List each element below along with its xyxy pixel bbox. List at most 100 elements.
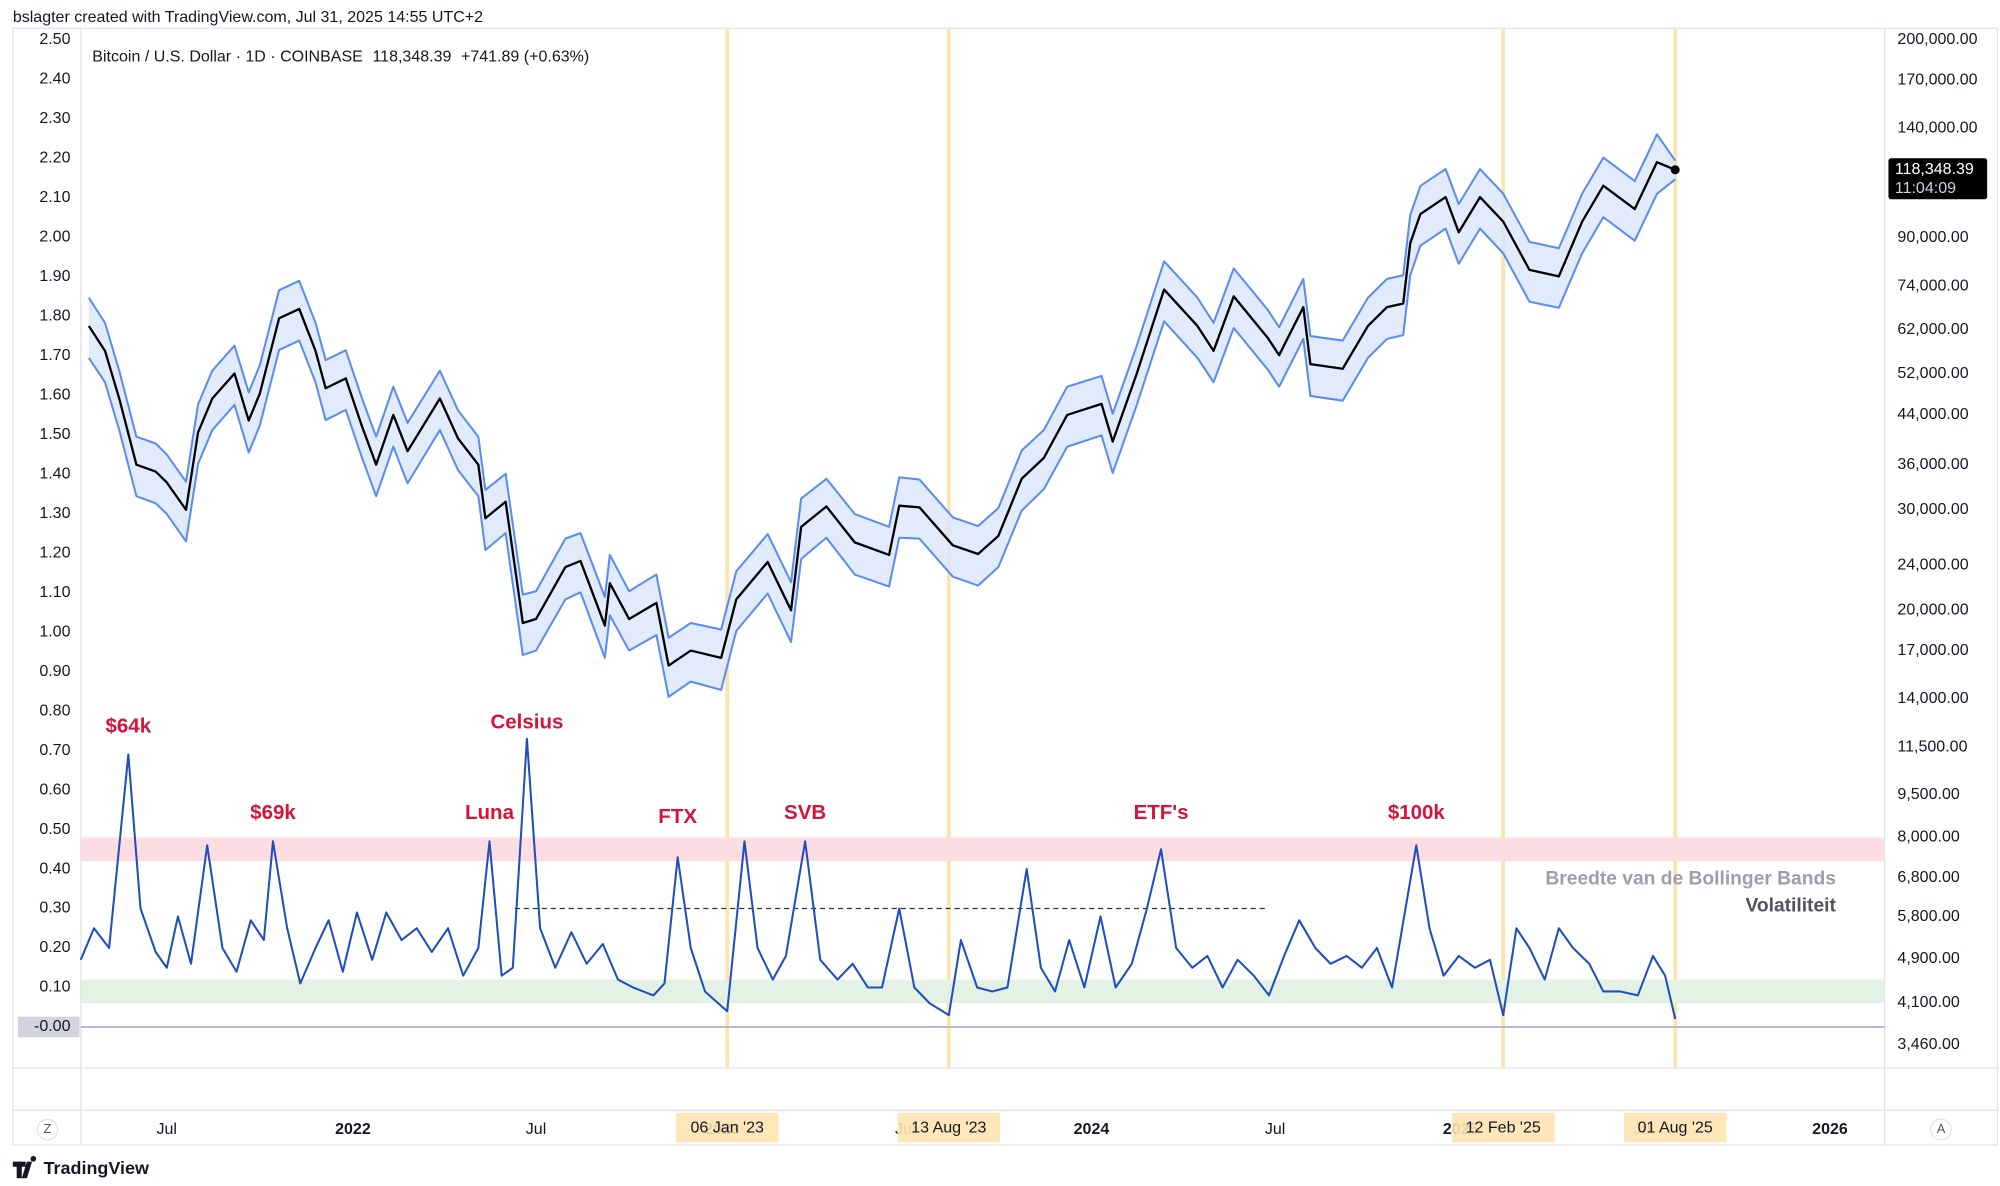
y-tick-label: 1.40 xyxy=(39,464,70,482)
highlight-label-bg xyxy=(675,1112,779,1143)
y-tick-label: 1.30 xyxy=(39,504,70,522)
credit: bslagter created with TradingView.com, J… xyxy=(13,8,483,26)
highlight-line xyxy=(725,28,730,1068)
y-tick-label: 44,000.00 xyxy=(1897,405,1968,423)
annotation: FTX xyxy=(658,805,697,828)
y-tick-label: 2.50 xyxy=(39,30,70,48)
y-tick-label: 4,100.00 xyxy=(1897,993,1959,1011)
y-tick-label: 9,500.00 xyxy=(1897,785,1959,803)
band-upper xyxy=(87,133,1677,639)
highlight-label-bg xyxy=(1623,1112,1727,1143)
highlight-label: 06 Jan '23 xyxy=(691,1118,765,1136)
y-tick-label: 6,800.00 xyxy=(1897,868,1959,886)
y-tick-label: 17,000.00 xyxy=(1897,641,1968,659)
x-tick-label: Jul xyxy=(157,1120,177,1138)
zone xyxy=(80,837,1885,862)
brand: TradingView xyxy=(44,1158,149,1178)
highlight-label-bg xyxy=(1451,1112,1555,1143)
annotation: Celsius xyxy=(490,710,563,733)
symbol-title: Bitcoin / U.S. Dollar · 1D · COINBASE xyxy=(92,48,363,66)
highlight-label: 01 Aug '25 xyxy=(1638,1118,1713,1136)
y-tick-label: 1.00 xyxy=(39,622,70,640)
zero-label-bg xyxy=(17,1016,80,1038)
y-tick-label: 2.20 xyxy=(39,148,70,166)
x-tick-label: 2024 xyxy=(1074,1120,1110,1138)
y-tick-label: 2.30 xyxy=(39,109,70,127)
y-tick-label: 8,000.00 xyxy=(1897,828,1959,846)
annotation: Luna xyxy=(465,801,515,824)
last-price: 118,348.39 xyxy=(372,48,451,66)
y-tick-label: -0.00 xyxy=(34,1017,71,1035)
y-tick-label: 5,800.00 xyxy=(1897,907,1959,925)
y-tick-label: 1.70 xyxy=(39,346,70,364)
y-tick-label: 3,460.00 xyxy=(1897,1035,1959,1053)
y-tick-label: 2.00 xyxy=(39,227,70,245)
y-tick-label: 0.80 xyxy=(39,701,70,719)
y-tick-label: 0.40 xyxy=(39,859,70,877)
zone xyxy=(80,979,1885,1004)
axis-button-label[interactable]: Z xyxy=(44,1121,52,1136)
y-tick-label: 90,000.00 xyxy=(1897,228,1968,246)
data-layer xyxy=(79,133,1680,1020)
y-tick-label: 4,900.00 xyxy=(1897,949,1959,967)
price-badge-label: 118,348.39 xyxy=(1895,160,1974,178)
y-tick-label: 200,000.00 xyxy=(1897,30,1977,48)
frame xyxy=(12,27,1999,1146)
highlight-label: 12 Feb '25 xyxy=(1466,1118,1541,1136)
background-layer xyxy=(12,27,1999,1146)
y-tick-label: 1.50 xyxy=(39,425,70,443)
y-tick-label: 2.40 xyxy=(39,70,70,88)
brand-logo: TradingView xyxy=(12,1155,149,1179)
y-tick-label: 30,000.00 xyxy=(1897,500,1968,518)
axis-button[interactable] xyxy=(36,1118,59,1141)
legend: Bitcoin / U.S. Dollar · 1D · COINBASE 11… xyxy=(92,48,589,66)
annotation: $64k xyxy=(106,714,152,737)
y-tick-label: 74,000.00 xyxy=(1897,276,1968,294)
axis-button-label[interactable]: A xyxy=(1937,1121,1946,1136)
annotation: $69k xyxy=(250,801,296,824)
annotation: $100k xyxy=(1388,801,1446,824)
x-tick-label: Jul xyxy=(1265,1120,1285,1138)
logo-mark xyxy=(12,1155,37,1179)
highlight-line xyxy=(1501,28,1506,1068)
y-tick-label: 0.50 xyxy=(39,820,70,838)
y-tick-label: 1.60 xyxy=(39,385,70,403)
series-line xyxy=(79,737,1677,1020)
axes-layer: Jul2022Jul2023Jul2024Jul2025Jul202606 Ja… xyxy=(17,30,1988,1143)
y-tick-label: 52,000.00 xyxy=(1897,364,1968,382)
countdown: 11:04:09 xyxy=(1895,179,1956,197)
x-tick-label: 2022 xyxy=(335,1120,371,1138)
y-tick-label: 1.20 xyxy=(39,543,70,561)
y-tick-label: 0.60 xyxy=(39,780,70,798)
highlight-label: 13 Aug '23 xyxy=(911,1118,986,1136)
annotation: ETF's xyxy=(1134,801,1189,824)
y-tick-label: 20,000.00 xyxy=(1897,600,1968,618)
y-tick-label: 36,000.00 xyxy=(1897,455,1968,473)
y-tick-label: 0.70 xyxy=(39,741,70,759)
y-tick-label: 1.10 xyxy=(39,583,70,601)
price-change: +741.89 (+0.63%) xyxy=(461,48,589,66)
y-tick-label: 0.90 xyxy=(39,662,70,680)
y-tick-label: 170,000.00 xyxy=(1897,70,1977,88)
y-tick-label: 62,000.00 xyxy=(1897,320,1968,338)
y-tick-label: 14,000.00 xyxy=(1897,689,1968,707)
y-tick-label: 0.20 xyxy=(39,938,70,956)
y-tick-label: 24,000.00 xyxy=(1897,555,1968,573)
y-tick-label: 1.90 xyxy=(39,267,70,285)
y-tick-label: 11,500.00 xyxy=(1897,738,1967,756)
price-badge xyxy=(1888,158,1988,200)
y-tick-label: 0.30 xyxy=(39,899,70,917)
y-tick-label: 140,000.00 xyxy=(1897,118,1977,136)
note: Breedte van de Bollinger Bands xyxy=(1545,869,1836,890)
x-tick-label: Jul xyxy=(526,1120,546,1138)
note: Volatiliteit xyxy=(1745,896,1836,917)
axis-button[interactable] xyxy=(1930,1118,1952,1141)
y-tick-label: 1.80 xyxy=(39,306,70,324)
band-lower xyxy=(87,178,1676,698)
x-tick-label: 2026 xyxy=(1812,1120,1848,1138)
highlight-label-bg xyxy=(897,1112,1001,1143)
highlight-line xyxy=(1673,28,1678,1068)
last-point xyxy=(1670,165,1680,175)
